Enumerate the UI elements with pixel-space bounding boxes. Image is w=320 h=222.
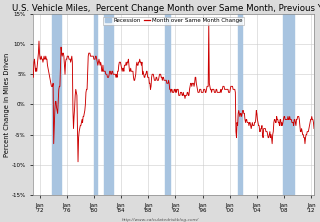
- Y-axis label: Percent Change in Miles Driven: Percent Change in Miles Driven: [4, 52, 10, 157]
- Bar: [284, 14, 294, 195]
- Bar: [104, 14, 113, 195]
- Bar: [94, 14, 97, 195]
- Bar: [238, 14, 242, 195]
- Title: U.S. Vehicle Miles,  Percent Change Month over Same Month, Previous Year: U.S. Vehicle Miles, Percent Change Month…: [12, 4, 320, 13]
- Bar: [165, 14, 170, 195]
- Text: http://www.calculatedriskblog.com/: http://www.calculatedriskblog.com/: [121, 218, 199, 222]
- Legend: Recession, Month over Same Month Change: Recession, Month over Same Month Change: [103, 17, 244, 25]
- Bar: [52, 14, 61, 195]
